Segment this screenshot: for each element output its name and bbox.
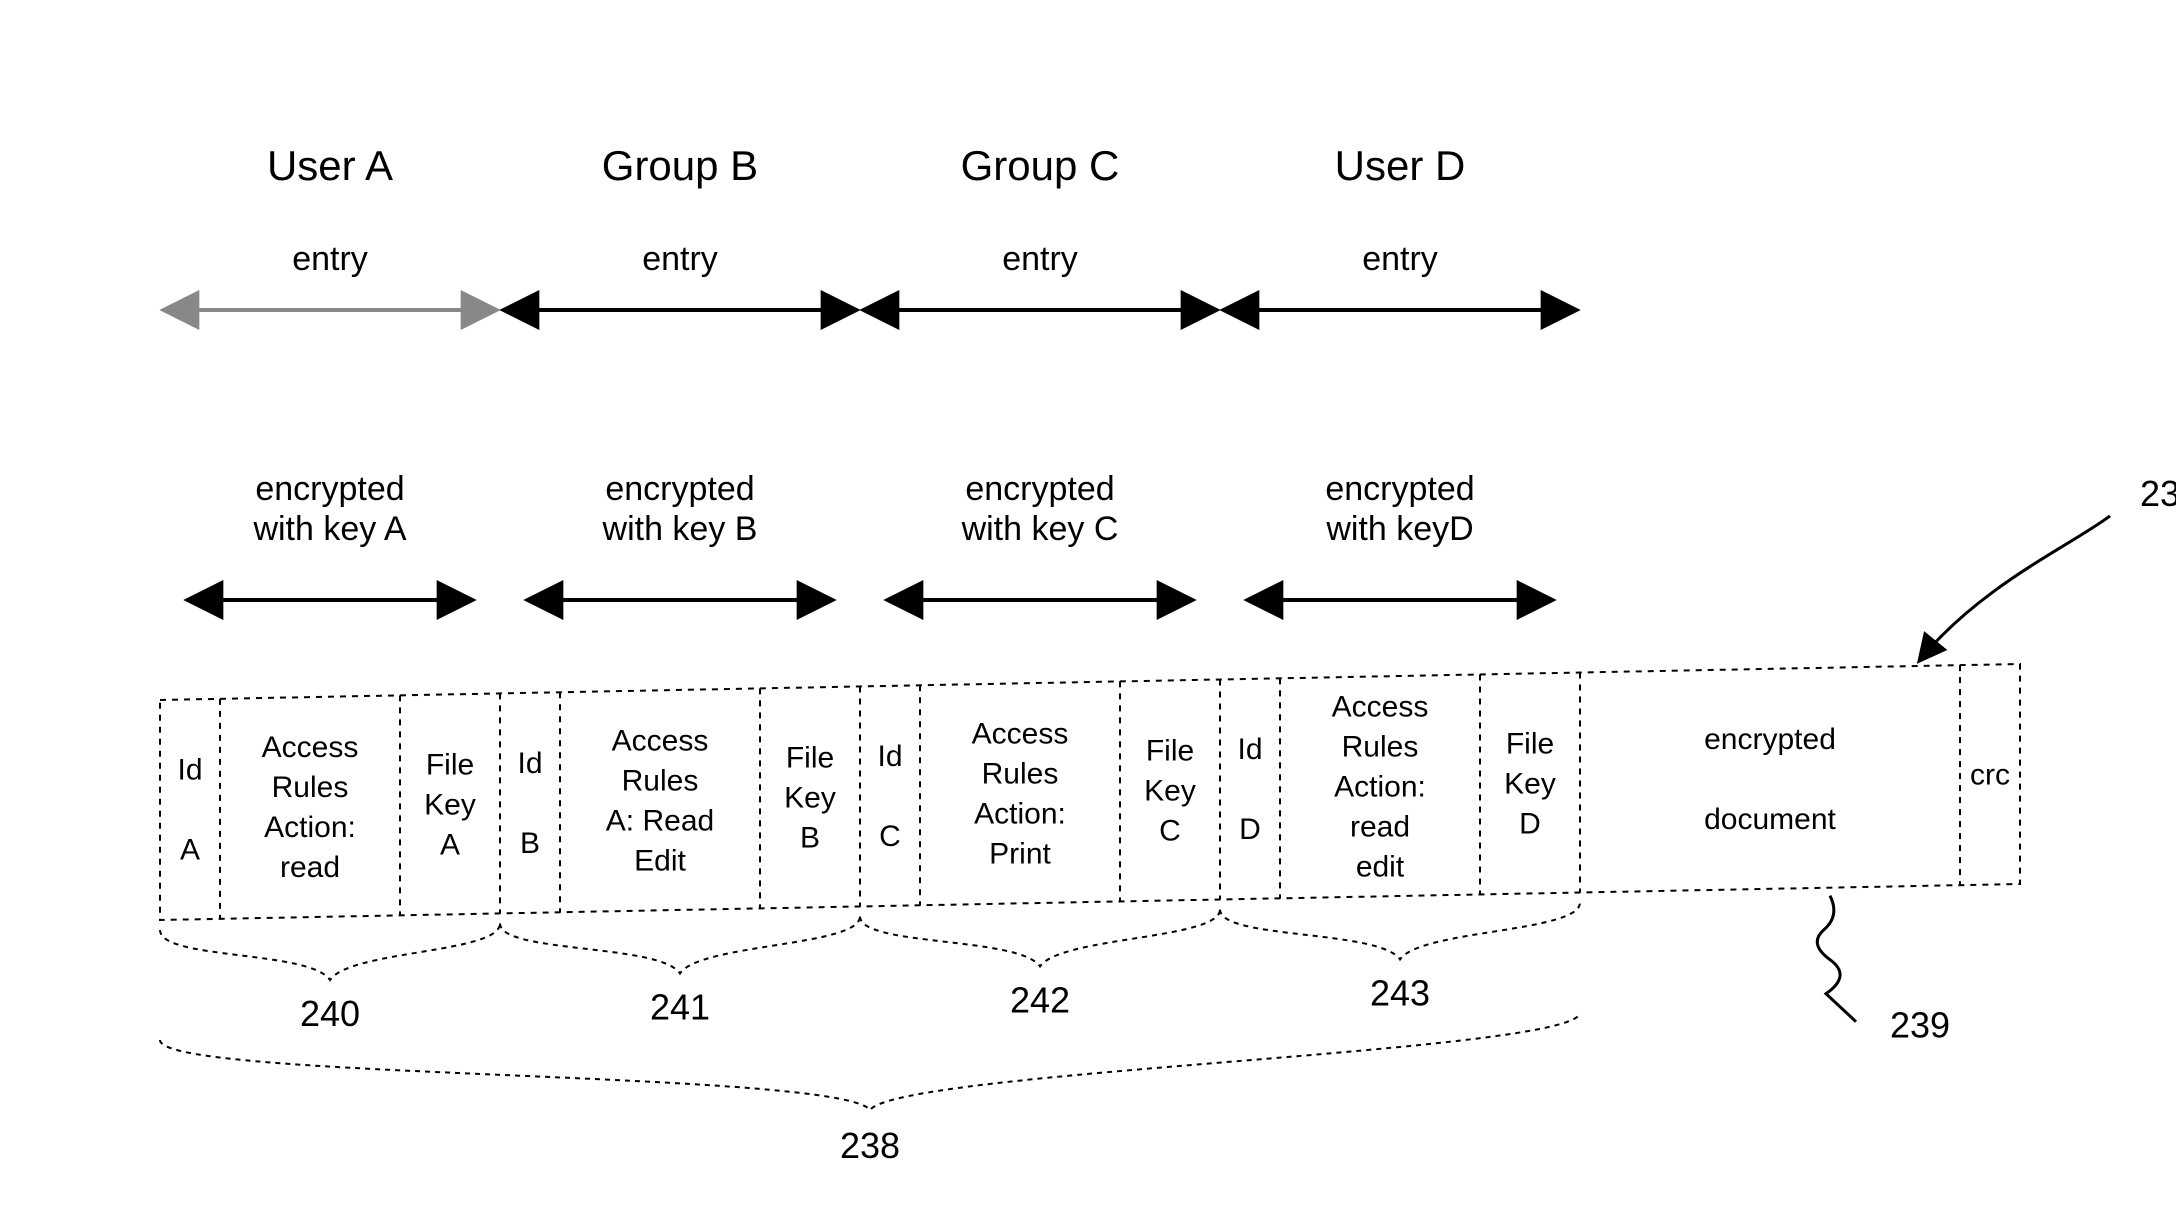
id-b-text: B bbox=[520, 827, 540, 860]
group-d-title: User D bbox=[1335, 142, 1466, 189]
group-d-enc-label-2: with keyD bbox=[1325, 510, 1473, 548]
rules-a-text: Rules bbox=[272, 771, 349, 804]
leader-236 bbox=[1920, 516, 2110, 660]
ref-239: 239 bbox=[1890, 1005, 1950, 1046]
group-c-brace bbox=[860, 909, 1220, 966]
table: Id A Access Rules Action: read File Key A Id B Acce… bbox=[160, 664, 2020, 920]
group-a-enc-label-2: with key A bbox=[252, 510, 406, 548]
id-a-text: Id bbox=[177, 753, 202, 786]
rules-d-text: Rules bbox=[1342, 730, 1419, 763]
leader-239 bbox=[1817, 896, 1856, 1022]
filekey-a-text: A bbox=[440, 828, 460, 861]
rules-d-text: read bbox=[1350, 810, 1410, 843]
rules-c-text: Rules bbox=[982, 757, 1059, 790]
group-b-entry-label: entry bbox=[642, 240, 718, 278]
filekey-d-text: D bbox=[1519, 807, 1541, 840]
group-a-entry-label: entry bbox=[292, 240, 368, 278]
filekey-d-text: Key bbox=[1504, 767, 1556, 800]
group-c-ref: 242 bbox=[1010, 979, 1070, 1020]
big-brace bbox=[160, 1013, 1580, 1110]
group-a-ref: 240 bbox=[300, 993, 360, 1034]
id-d-text: Id bbox=[1237, 733, 1262, 766]
encrypted-doc-text: document bbox=[1704, 803, 1836, 836]
filekey-d-text: File bbox=[1506, 727, 1554, 760]
rules-b-text: Edit bbox=[634, 844, 686, 877]
filekey-c-text: C bbox=[1159, 814, 1181, 847]
encrypted-doc-text: encrypted bbox=[1704, 723, 1836, 756]
group-a-enc-label-1: encrypted bbox=[255, 470, 404, 508]
group-b-title: Group B bbox=[602, 142, 758, 189]
filekey-a-text: File bbox=[426, 748, 474, 781]
filekey-b-text: B bbox=[800, 821, 820, 854]
id-c-text: C bbox=[879, 820, 901, 853]
ref-238: 238 bbox=[840, 1125, 900, 1166]
group-a-brace bbox=[160, 923, 500, 980]
group-d-enc-label-1: encrypted bbox=[1325, 470, 1474, 508]
group-d-brace bbox=[1220, 903, 1580, 960]
rules-a-text: read bbox=[280, 851, 340, 884]
rules-d-text: Access bbox=[1332, 690, 1429, 723]
id-d-text: D bbox=[1239, 813, 1261, 846]
group-d-ref: 243 bbox=[1370, 972, 1430, 1013]
rules-d-text: Action: bbox=[1334, 770, 1426, 803]
rules-a-text: Action: bbox=[264, 811, 356, 844]
crc-text: crc bbox=[1970, 759, 2010, 792]
group-b-ref: 241 bbox=[650, 986, 710, 1027]
rules-c-text: Print bbox=[989, 837, 1051, 870]
filekey-b-text: Key bbox=[784, 781, 836, 814]
group-c-entry-label: entry bbox=[1002, 240, 1078, 278]
group-b-enc-label-2: with key B bbox=[602, 510, 758, 548]
ref-236: 236 bbox=[2140, 473, 2176, 514]
group-a-title: User A bbox=[267, 142, 393, 189]
group-b-brace bbox=[500, 916, 860, 973]
filekey-c-text: Key bbox=[1144, 774, 1196, 807]
rules-b-text: A: Read bbox=[606, 804, 714, 837]
group-c-enc-label-2: with key C bbox=[961, 510, 1119, 548]
rules-a-text: Access bbox=[262, 731, 359, 764]
group-c-enc-label-1: encrypted bbox=[965, 470, 1114, 508]
id-c-text: Id bbox=[877, 740, 902, 773]
rules-c-text: Action: bbox=[974, 797, 1066, 830]
rules-b-text: Access bbox=[612, 724, 709, 757]
rules-b-text: Rules bbox=[622, 764, 699, 797]
rules-d-text: edit bbox=[1356, 850, 1405, 883]
filekey-c-text: File bbox=[1146, 734, 1194, 767]
group-b-enc-label-1: encrypted bbox=[605, 470, 754, 508]
filekey-b-text: File bbox=[786, 741, 834, 774]
filekey-a-text: Key bbox=[424, 788, 476, 821]
group-d-entry-label: entry bbox=[1362, 240, 1438, 278]
rules-c-text: Access bbox=[972, 717, 1069, 750]
id-a-text: A bbox=[180, 833, 200, 866]
group-c-title: Group C bbox=[961, 142, 1120, 189]
id-b-text: Id bbox=[517, 747, 542, 780]
